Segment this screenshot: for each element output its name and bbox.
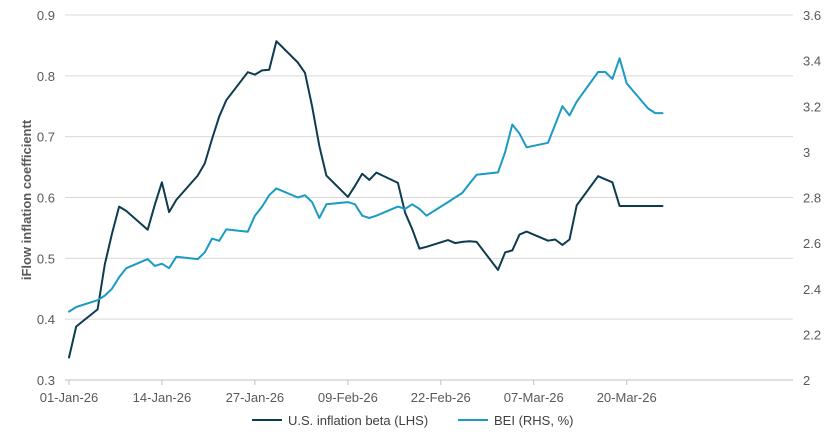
legend-label-beta: U.S. inflation beta (LHS) [288, 413, 428, 428]
right-tick-label: 2.2 [803, 327, 821, 342]
x-tick-label: 14-Jan-26 [133, 390, 192, 405]
left-tick-label: 0.9 [37, 8, 55, 23]
left-tick-label: 0.6 [37, 191, 55, 206]
legend-label-bei: BEI (RHS, %) [494, 413, 573, 428]
right-tick-label: 3.2 [803, 99, 821, 114]
left-axis-ticks: 0.3 0.4 0.5 0.6 0.7 0.8 0.9 [37, 8, 55, 388]
x-tick-label: 07-Mar-26 [504, 390, 564, 405]
x-tick-label: 01-Jan-26 [40, 390, 99, 405]
x-tick-label: 09-Feb-26 [318, 390, 378, 405]
left-tick-label: 0.7 [37, 130, 55, 145]
left-tick-label: 0.5 [37, 251, 55, 266]
series-line-bei [68, 57, 664, 313]
right-tick-label: 3 [803, 145, 810, 160]
series-lines [68, 40, 664, 359]
left-tick-label: 0.3 [37, 373, 55, 388]
right-tick-label: 3.6 [803, 8, 821, 23]
x-tick-label: 20-Mar-26 [597, 390, 657, 405]
right-tick-label: 2.4 [803, 282, 821, 297]
legend: U.S. inflation beta (LHS) BEI (RHS, %) [252, 413, 573, 428]
x-tick-label: 22-Feb-26 [411, 390, 471, 405]
right-tick-label: 2 [803, 373, 810, 388]
right-tick-label: 2.8 [803, 191, 821, 206]
right-tick-label: 3.4 [803, 54, 821, 69]
series-line-beta [68, 40, 664, 359]
left-tick-label: 0.8 [37, 69, 55, 84]
x-axis-ticks: 01-Jan-26 14-Jan-26 27-Jan-26 09-Feb-26 22-F… [40, 380, 657, 405]
gridlines [65, 14, 793, 320]
right-tick-label: 2.6 [803, 236, 821, 251]
x-tick-label: 27-Jan-26 [226, 390, 285, 405]
left-tick-label: 0.4 [37, 312, 55, 327]
y-axis-title: iFlow inflation coefficientt [19, 119, 34, 280]
right-axis-ticks: 2 2.2 2.4 2.6 2.8 3 3.2 3.4 3.6 [803, 8, 821, 388]
